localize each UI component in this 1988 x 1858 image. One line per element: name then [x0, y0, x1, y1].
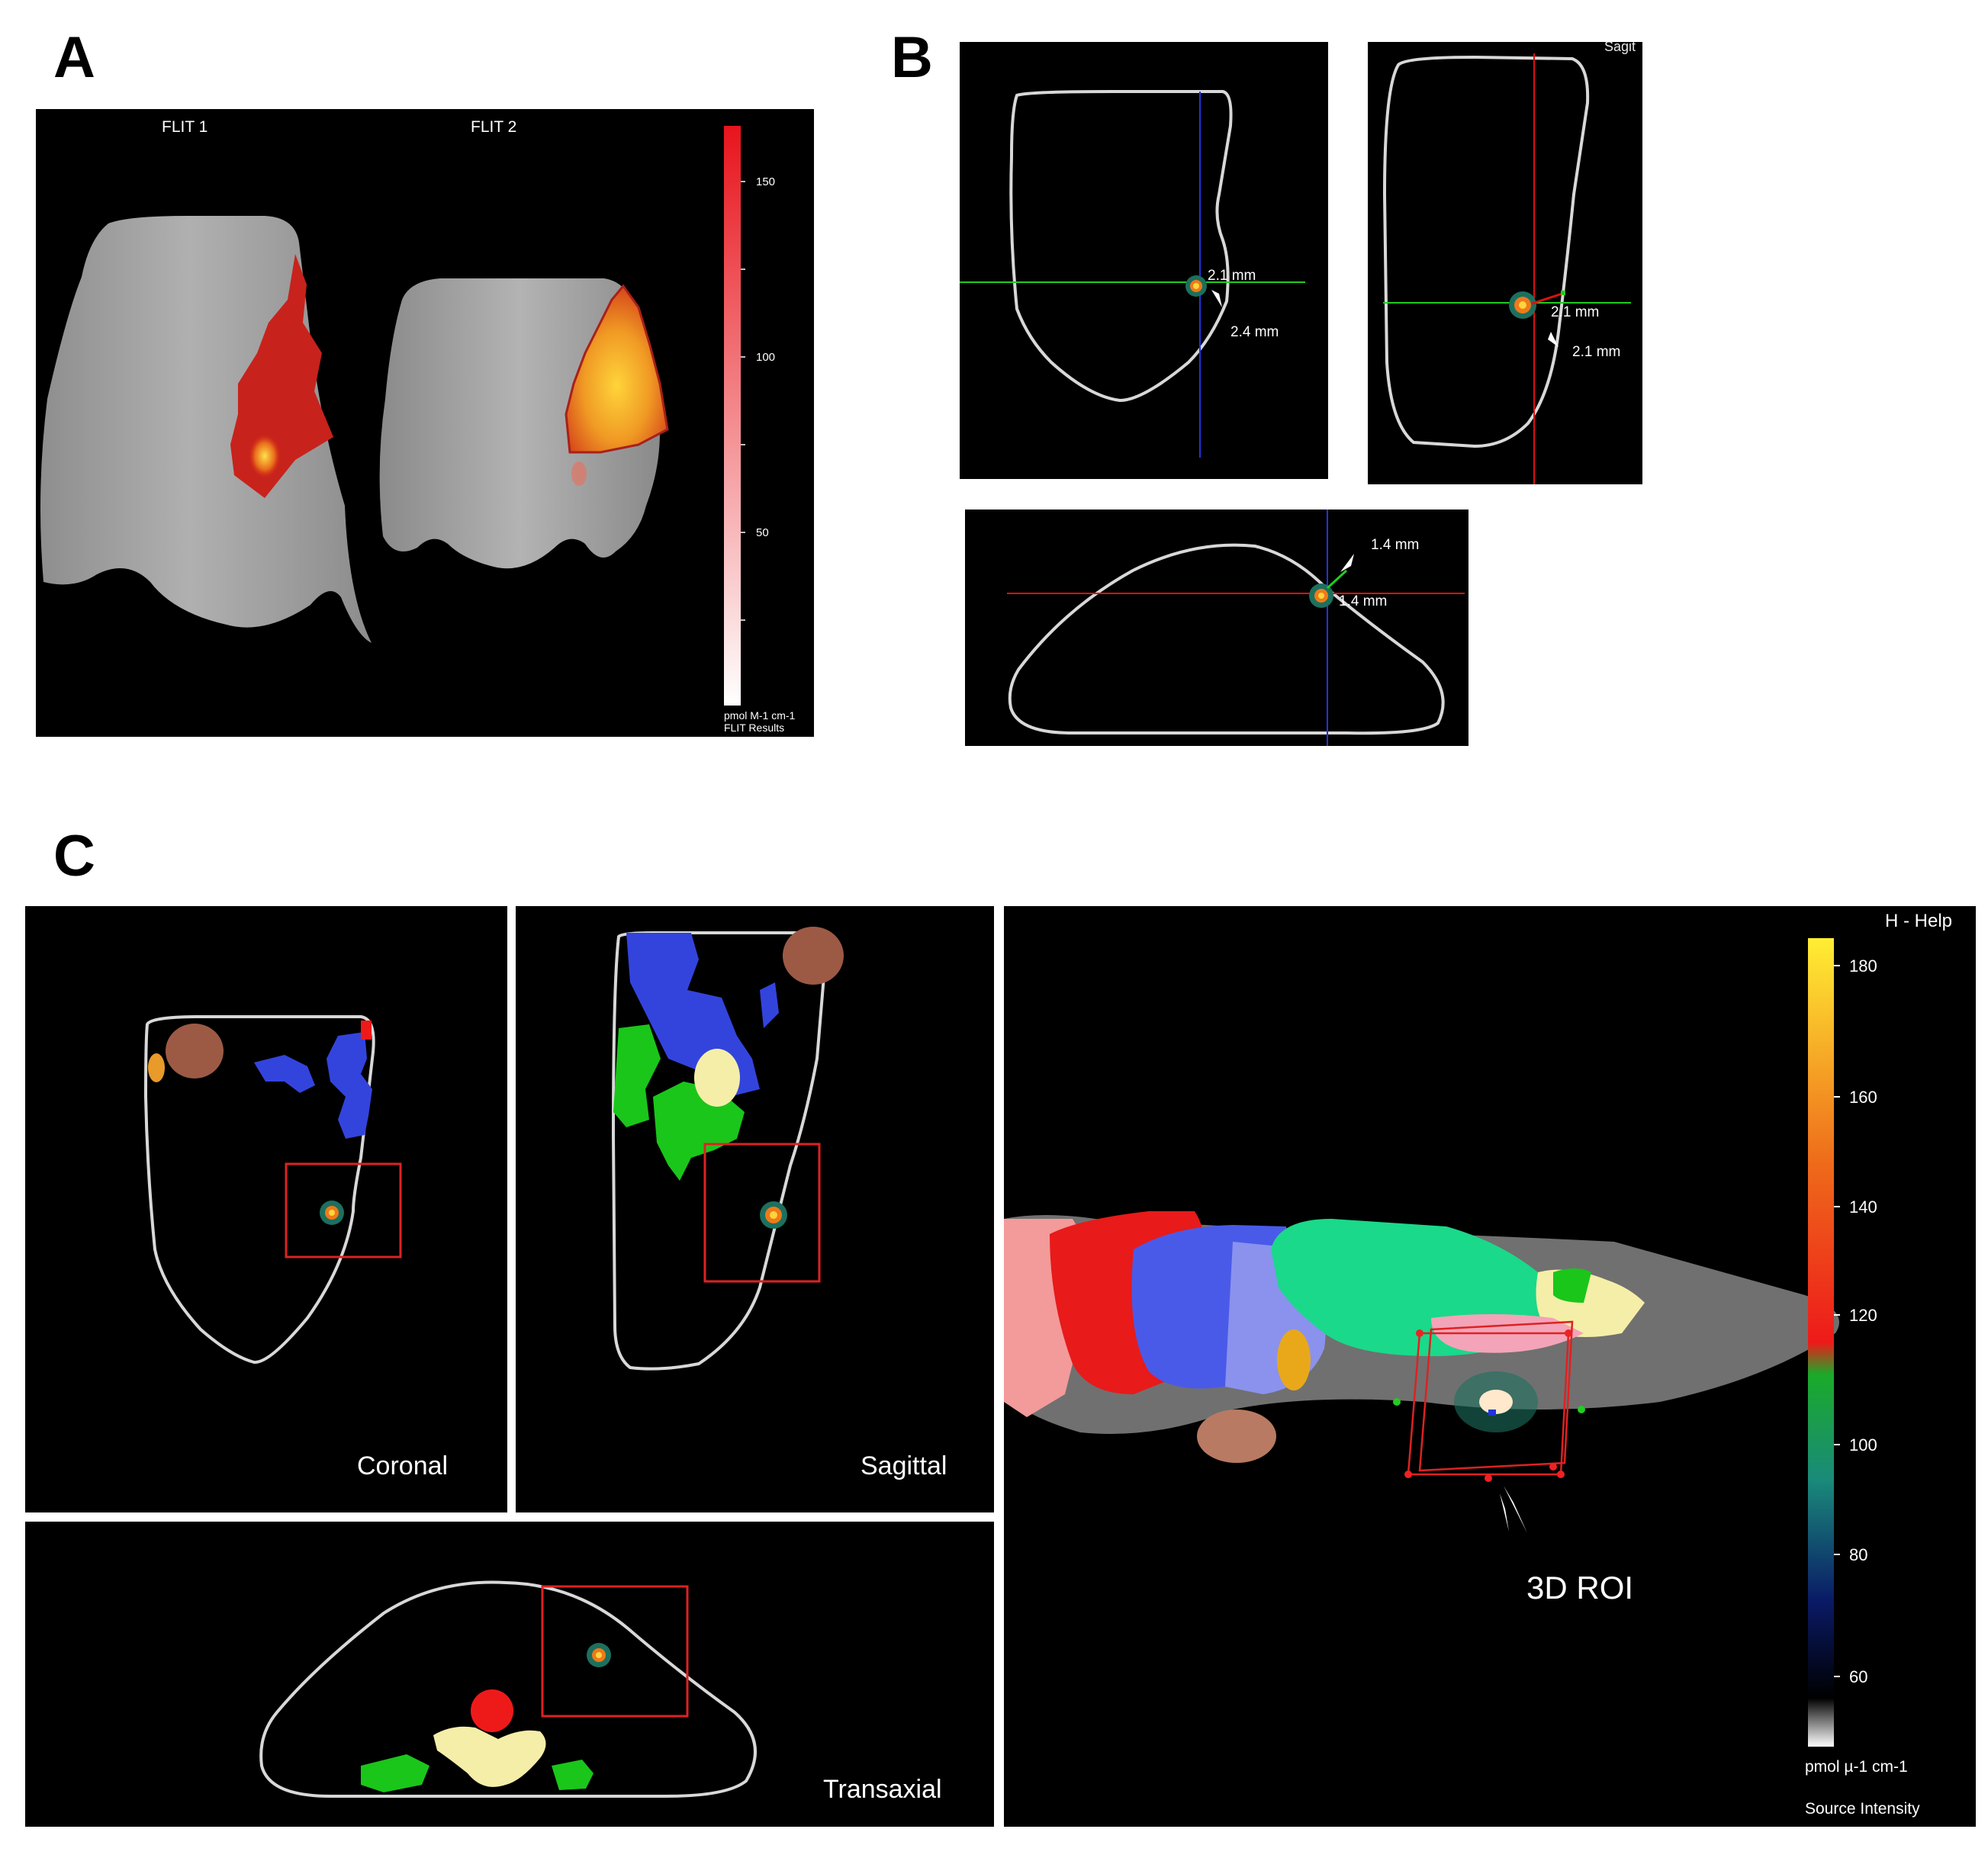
c-coronal-view: Coronal: [25, 906, 507, 1512]
c-3d-roi-label: 3D ROI: [1526, 1570, 1633, 1606]
b-transaxial-label-2: 1.4 mm: [1339, 593, 1387, 609]
c-transaxial-roi-box: [541, 1585, 689, 1718]
flit1-surface: [40, 216, 372, 643]
c-transaxial-view: Transaxial: [25, 1522, 994, 1827]
flit-colorbar-unit: pmol M-1 cm-1: [724, 709, 796, 722]
c-3d-view: 3D ROI H - Help 180 160 140 120 100 80 6…: [1004, 906, 1976, 1827]
flit1-label: FLIT 1: [162, 118, 207, 136]
flit2-label: FLIT 2: [471, 118, 516, 136]
flit-colorbar-tick-50: 50: [756, 526, 769, 539]
panel-label-c: C: [53, 824, 95, 889]
b-sagittal-label-2: 2.1 mm: [1572, 344, 1620, 360]
c-colorbar-tick-120: 120: [1849, 1306, 1877, 1325]
c-colorbar-caption: Source Intensity: [1805, 1800, 1920, 1818]
b-coronal-label-2: 2.4 mm: [1230, 324, 1279, 340]
c-coronal-roi-box: [285, 1162, 402, 1258]
b-sagittal-label-1: 2.1 mm: [1551, 304, 1599, 320]
c-colorbar-tick-80: 80: [1849, 1545, 1867, 1564]
c-sagittal-label: Sagittal: [861, 1451, 947, 1480]
c-transaxial-label: Transaxial: [823, 1775, 942, 1804]
c-colorbar-tick-60: 60: [1849, 1667, 1867, 1686]
b-transaxial-view: 1.4 mm 1.4 mm: [965, 510, 1468, 746]
b-sagittal-corner: Sagit: [1604, 42, 1636, 54]
panel-label-a: A: [53, 25, 95, 90]
c-sagittal-view: Sagittal: [516, 906, 994, 1512]
panel-label-b: B: [891, 25, 933, 90]
c-sagittal-roi-box: [703, 1143, 821, 1283]
c-colorbar-tick-160: 160: [1849, 1088, 1877, 1107]
c-colorbar-tick-100: 100: [1849, 1435, 1877, 1455]
flit-colorbar-tick-100: 100: [756, 351, 775, 364]
b-sagittal-view: Sagit 2.1 mm 2.1 mm: [1368, 42, 1642, 484]
flit-colorbar: [724, 126, 741, 706]
c-colorbar: [1808, 938, 1834, 1747]
flit2-surface: [379, 278, 669, 569]
c-colorbar-tick-140: 140: [1849, 1197, 1877, 1217]
c-help-label: H - Help: [1885, 911, 1952, 931]
c-colorbar-unit: pmol µ-1 cm-1: [1805, 1758, 1908, 1776]
c-coronal-label: Coronal: [357, 1451, 448, 1480]
b-coronal-label-1: 2.1 mm: [1208, 268, 1256, 284]
flit-colorbar-tick-150: 150: [756, 175, 775, 188]
flit-render-view: FLIT 1 FLIT 2 150 100 50 pmol M-1 cm-1 F…: [36, 109, 814, 737]
b-transaxial-label-1: 1.4 mm: [1371, 537, 1419, 553]
b-coronal-view: 2.1 mm 2.4 mm: [960, 42, 1328, 479]
flit-colorbar-caption: FLIT Results: [724, 722, 784, 734]
c-colorbar-tick-180: 180: [1849, 956, 1877, 976]
